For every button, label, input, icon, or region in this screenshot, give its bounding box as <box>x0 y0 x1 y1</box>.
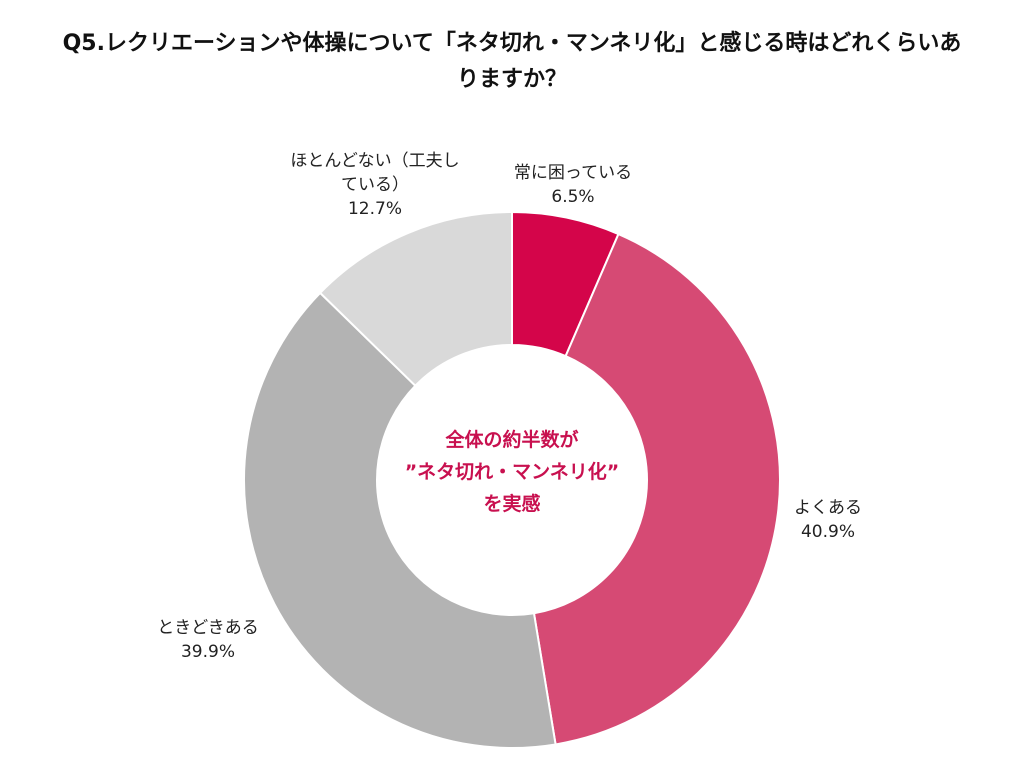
category-label: ほとんどない（工夫している） <box>290 151 460 195</box>
center-text: を実感 <box>483 493 541 515</box>
slice-label: ときどきある 39.9% <box>128 616 288 664</box>
center-text: 全体の約半数が <box>445 429 579 451</box>
category-label: ときどきある <box>157 618 259 638</box>
value-label: 39.9% <box>180 642 235 662</box>
center-text: ”ネタ切れ・マンネリ化” <box>404 461 620 483</box>
slice-label: ほとんどない（工夫している） 12.7% <box>290 149 460 221</box>
slice-label: 常に困っている 6.5% <box>483 161 663 209</box>
chart-title: Q5.レクリエーションや体操について「ネタ切れ・マンネリ化」と感じる時はどれくら… <box>62 31 962 92</box>
category-label: よくある <box>794 498 862 518</box>
value-label: 40.9% <box>800 522 855 542</box>
slice <box>243 291 557 749</box>
category-label: 常に困っている <box>513 163 633 183</box>
slice <box>318 210 513 388</box>
value-label: 6.5% <box>551 187 595 207</box>
value-label: 12.7% <box>347 199 402 219</box>
slice-label: よくある 40.9% <box>768 496 888 544</box>
slice <box>532 232 781 746</box>
